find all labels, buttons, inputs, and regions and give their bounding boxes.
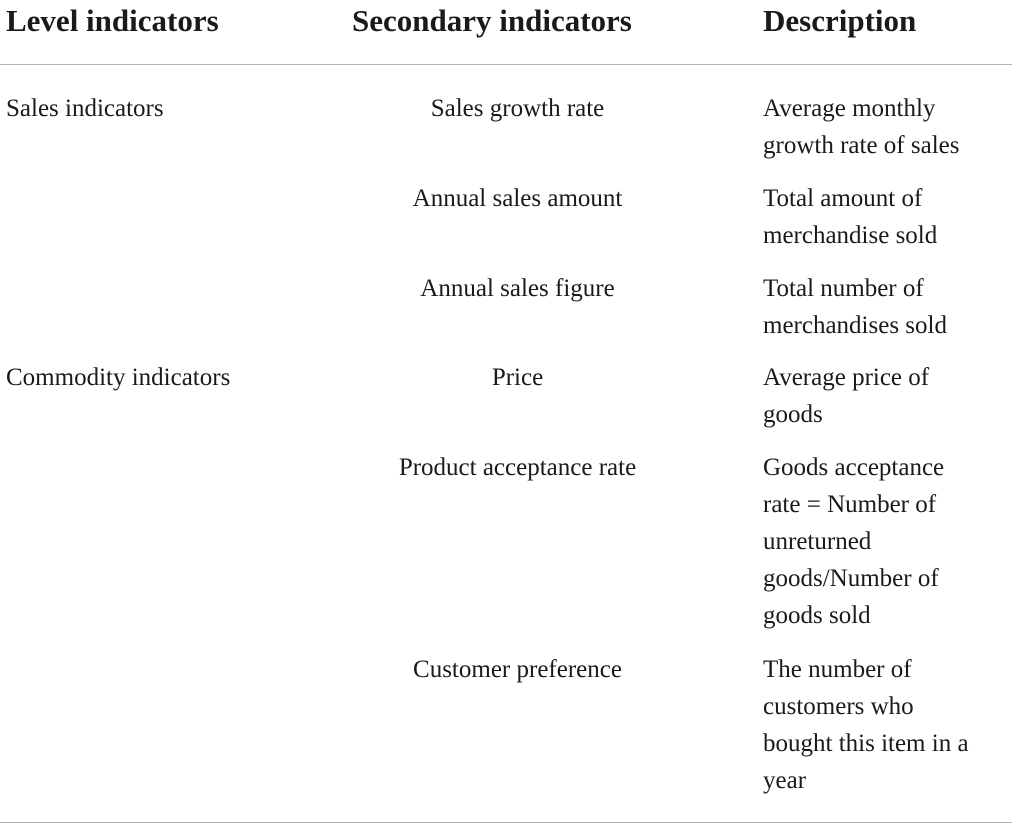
header-secondary-indicators: Secondary indicators [352,3,632,38]
table-cell-level: Commodity indicators [6,364,231,391]
description-line: The number of [763,656,912,683]
table-cell-secondary: Annual sales amount [412,185,623,212]
description-line: Total number of [763,275,924,302]
table-cell-secondary: Customer preference [413,656,622,683]
table-cell-description: Total number of merchandises sold [763,270,1011,344]
table-cell-description: Average price of goods [763,359,1011,433]
table-cell-description: Total amount of merchandise sold [763,180,1011,254]
description-line: customers who [763,693,914,720]
header-description: Description [763,3,917,38]
description-line: Average price of [763,364,930,391]
table-cell-secondary: Product acceptance rate [398,454,637,481]
description-line: merchandises sold [763,312,947,339]
table-cell-description: Goods acceptance rate = Number of unretu… [763,449,1011,634]
description-line: goods/Number of [763,565,939,592]
description-line: Goods acceptance [763,454,945,481]
description-line: year [763,767,807,794]
table-cell-secondary: Annual sales figure [420,275,615,302]
description-line: goods sold [763,602,871,629]
table-cell-description: Average monthly growth rate of sales [763,90,1011,164]
header-divider [0,64,1012,65]
description-line: Total amount of [763,185,923,212]
table-cell-level: Sales indicators [6,95,164,122]
description-line: growth rate of sales [763,132,960,159]
table-cell-secondary: Price [491,364,544,391]
header-level-indicators: Level indicators [6,3,219,38]
table-cell-description: The number of customers who bought this … [763,651,1011,799]
table-cell-secondary: Sales growth rate [430,95,605,122]
table-bottom-rule [0,822,1012,823]
description-line: bought this item in a [763,730,969,757]
description-line: rate = Number of [763,491,937,518]
description-line: Average monthly [763,95,936,122]
description-line: unreturned [763,528,872,555]
description-line: merchandise sold [763,222,938,249]
description-line: goods [763,401,823,428]
